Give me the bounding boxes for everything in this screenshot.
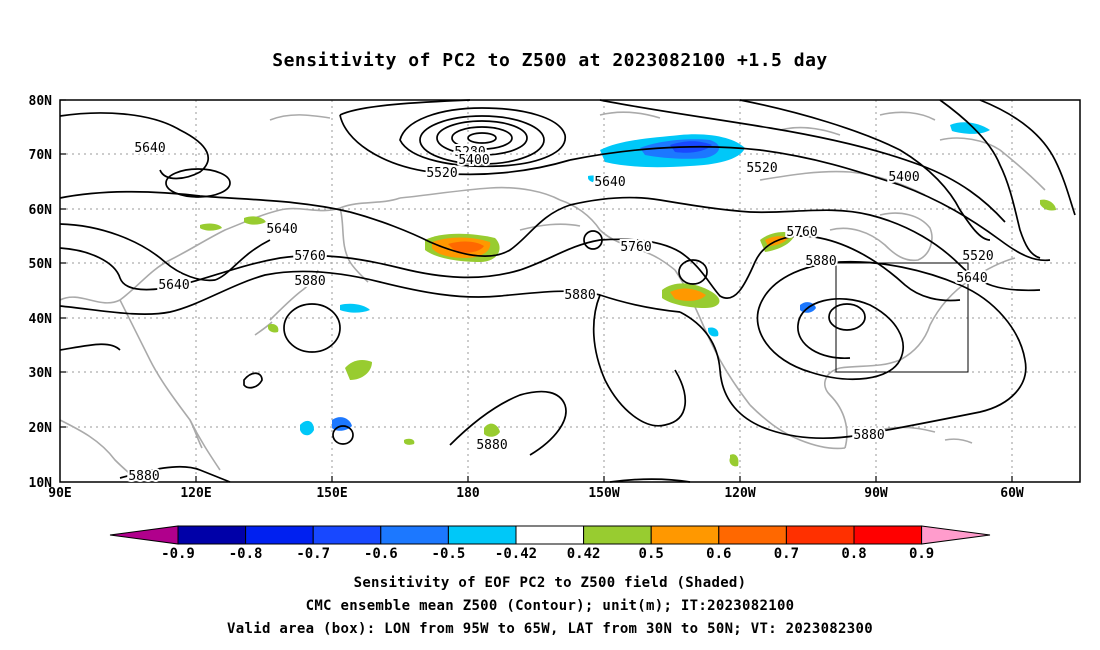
- colorbar-label: -0.6: [364, 546, 398, 562]
- contour-label: 5400: [458, 153, 489, 168]
- contour-label: 5880: [294, 274, 325, 289]
- lat-label: 80N: [29, 94, 53, 109]
- colorbar-segment: [853, 525, 923, 545]
- colorbar-segment: [312, 525, 382, 545]
- contour-label: 5880: [128, 469, 159, 484]
- coastlines: [59, 111, 1046, 483]
- colorbar-segment: [583, 525, 652, 545]
- contour-label: 5880: [853, 428, 884, 443]
- contour-label: 5640: [266, 222, 297, 237]
- caption-valid-area: Valid area (box): LON from 95W to 65W, L…: [227, 621, 873, 637]
- colorbar-label: 0.42: [567, 546, 601, 562]
- colorbar-label: 0.9: [909, 546, 934, 562]
- lon-label: 60W: [1000, 486, 1024, 501]
- longitude-labels: 90E 120E 150E 180 150W 120W 90W 60W: [48, 486, 1024, 501]
- lon-label: 150W: [588, 486, 619, 501]
- lat-label: 50N: [29, 257, 53, 272]
- contour-label: 5640: [594, 175, 625, 190]
- colorbar-label: 0.7: [774, 546, 799, 562]
- colorbar-segment: [177, 525, 247, 545]
- colorbar-label: -0.7: [296, 546, 330, 562]
- lon-label: 150E: [316, 486, 347, 501]
- lon-label: 90E: [48, 486, 71, 501]
- lon-label: 120E: [180, 486, 211, 501]
- latitude-labels: 80N 70N 60N 50N 40N 30N 20N 10N: [29, 94, 53, 491]
- lon-label: 180: [456, 486, 480, 501]
- contour-label: 5760: [294, 249, 325, 264]
- lat-label: 70N: [29, 148, 53, 163]
- lat-label: 40N: [29, 312, 53, 327]
- contour-label: 5520: [426, 166, 457, 181]
- contour-labels: 5640 5280 5400 5520 5640 5520 5400 5640 …: [126, 139, 995, 486]
- lon-label: 90W: [864, 486, 888, 501]
- contour-label: 5640: [158, 278, 189, 293]
- z500-contours: [59, 99, 1076, 483]
- colorbar-segment: [718, 525, 787, 545]
- lat-label: 20N: [29, 421, 53, 436]
- contour-label: 5880: [805, 254, 836, 269]
- colorbar-label: -0.9: [161, 546, 195, 562]
- contour-label: 5880: [564, 288, 595, 303]
- contour-label: 5280: [454, 145, 485, 160]
- contour-label: 5880: [476, 438, 507, 453]
- lat-label: 10N: [29, 476, 53, 491]
- colorbar-right-triangle: [921, 525, 991, 545]
- colorbar-segment: [650, 525, 720, 545]
- colorbar-segment: [447, 525, 517, 545]
- colorbar-label: 0.5: [639, 546, 664, 562]
- caption-contour: CMC ensemble mean Z500 (Contour); unit(m…: [305, 598, 795, 614]
- contour-label: 5760: [620, 240, 651, 255]
- lat-label: 30N: [29, 366, 53, 381]
- colorbar-label: -0.8: [229, 546, 263, 562]
- colorbar-labels: -0.9 -0.8 -0.7 -0.6 -0.5 -0.42 0.42 0.5 …: [161, 546, 934, 562]
- contour-label: 5640: [134, 141, 165, 156]
- colorbar-segment: [785, 525, 855, 545]
- contour-label: 5520: [962, 249, 993, 264]
- gridlines: [60, 100, 1080, 482]
- colorbar-label: 0.8: [841, 546, 866, 562]
- colorbar-label: -0.5: [432, 546, 466, 562]
- colorbar-segment: [515, 525, 585, 545]
- lat-label: 60N: [29, 203, 53, 218]
- contour-label: 5400: [888, 170, 919, 185]
- lon-label: 120W: [724, 486, 755, 501]
- valid-area-box: [835, 262, 969, 373]
- contour-label: 5760: [786, 225, 817, 240]
- contour-label: 5520: [746, 161, 777, 176]
- colorbar-label: -0.42: [495, 546, 537, 562]
- contour-label: 5640: [956, 271, 987, 286]
- colorbar-segment: [380, 525, 449, 545]
- colorbar: [109, 525, 991, 545]
- colorbar-segment: [245, 525, 314, 545]
- shaded-sensitivity: [200, 122, 1056, 467]
- plot-title: Sensitivity of PC2 to Z500 at 2023082100…: [272, 50, 828, 71]
- colorbar-left-triangle: [109, 525, 179, 545]
- colorbar-label: 0.6: [706, 546, 731, 562]
- tick-marks: [60, 99, 1013, 482]
- caption-shaded: Sensitivity of EOF PC2 to Z500 field (Sh…: [353, 575, 747, 591]
- map-frame: [59, 99, 1081, 483]
